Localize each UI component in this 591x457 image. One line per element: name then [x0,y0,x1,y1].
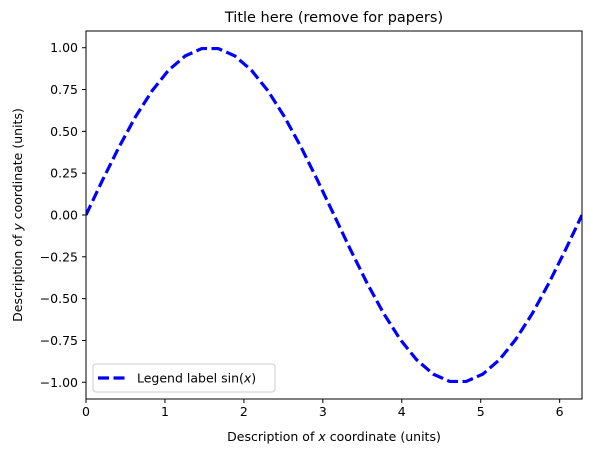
x-tick-label: 1 [161,404,169,419]
legend-box [92,363,276,393]
x-tick-label: 6 [556,404,564,419]
x-axis-label: Description of x coordinate (units) [227,429,441,444]
x-tick-label: 5 [477,404,485,419]
x-tick-label: 0 [82,404,90,419]
chart-title: Title here (remove for papers) [224,10,443,26]
legend: Legend label sin(x) [92,363,276,393]
legend-label: Legend label sin(x) [137,371,256,386]
y-tick-label: −0.75 [40,333,78,348]
x-tick-label: 4 [398,404,406,419]
y-tick-label: 1.00 [50,40,78,55]
y-tick-label: 0.00 [50,208,78,223]
y-axis-label: Description of y coordinate (units) [10,108,25,322]
y-tick-label: 0.50 [50,124,78,139]
y-tick-label: 0.25 [50,166,78,181]
y-tick-label: −1.00 [40,375,78,390]
y-tick-label: −0.25 [40,249,78,264]
x-axis-ticks: 0 1 2 3 4 5 6 [82,399,564,419]
x-tick-label: 2 [240,404,248,419]
x-tick-label: 3 [319,404,327,419]
y-tick-label: 0.75 [50,82,78,97]
series-line-sin [86,46,582,384]
plot-frame [85,30,583,400]
y-tick-label: −0.50 [40,291,78,306]
y-axis-ticks: −1.00 −0.75 −0.50 −0.25 0.00 0.25 0.50 0.75 1.00 [40,40,86,390]
